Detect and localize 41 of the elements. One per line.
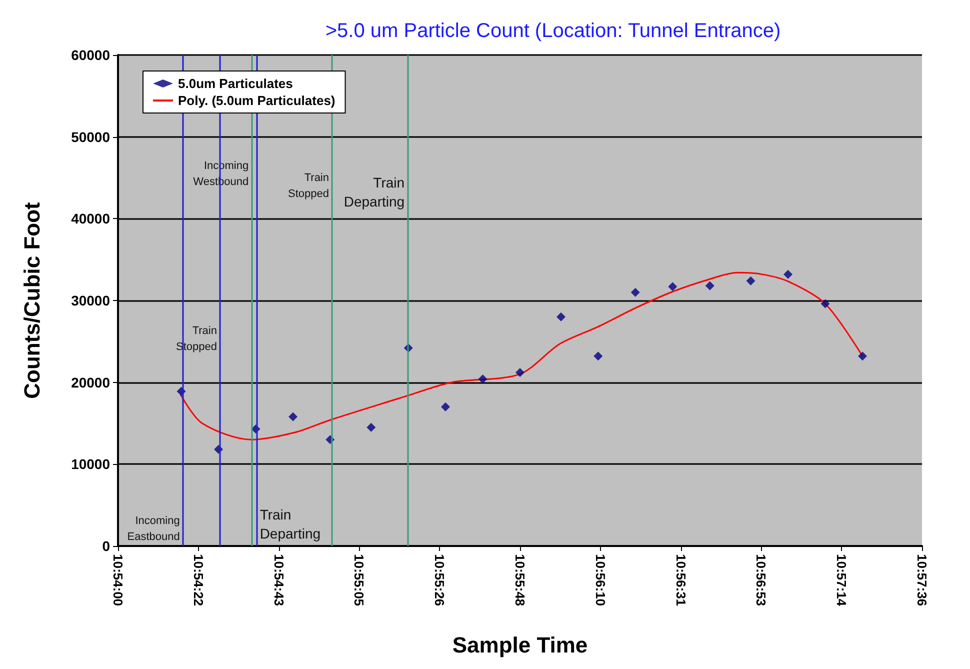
point xyxy=(668,282,678,292)
ref-line-label: Train Departing xyxy=(344,174,405,210)
point xyxy=(516,368,524,378)
x-tick-label: 10:55:48 xyxy=(512,554,528,606)
x-tick-label: 10:57:36 xyxy=(914,554,930,606)
y-tick-label: 40000 xyxy=(71,210,110,227)
x-tick-label: 10:57:14 xyxy=(834,554,850,607)
y-tick-label: 50000 xyxy=(71,128,110,145)
point xyxy=(594,352,603,361)
point xyxy=(858,352,868,361)
y-tick-label: 0 xyxy=(102,538,110,554)
x-tick-label: 10:55:05 xyxy=(352,554,367,606)
x-tick-label: 10:56:31 xyxy=(673,554,688,606)
point xyxy=(630,288,640,297)
ref-line-label: Train Departing xyxy=(260,506,321,542)
point xyxy=(288,412,298,422)
point xyxy=(440,402,450,412)
x-tick-label: 10:56:53 xyxy=(754,554,769,606)
chart-title: >5.0 um Particle Count (Location: Tunnel Entrance) xyxy=(325,20,781,42)
point xyxy=(746,276,756,286)
y-tick-label: 60000 xyxy=(71,47,110,63)
x-axis-title: Sample Time xyxy=(452,632,588,658)
ref-line-label: Train Stopped xyxy=(288,172,329,200)
x-tick-label: 10:55:26 xyxy=(432,554,448,606)
point xyxy=(705,281,714,290)
point xyxy=(366,422,376,432)
point xyxy=(784,270,792,279)
point xyxy=(556,312,566,322)
x-tick-label: 10:54:00 xyxy=(110,554,126,606)
y-tick-label: 20000 xyxy=(71,374,110,390)
legend-label: Poly. (5.0um Particulates) xyxy=(178,93,336,108)
ref-line-label: Incoming Eastbound xyxy=(127,515,180,543)
y-tick-label: 10000 xyxy=(71,456,110,472)
x-tick-label: 10:56:10 xyxy=(592,554,608,606)
point xyxy=(478,374,488,384)
x-tick-label: 10:54:22 xyxy=(190,554,206,606)
point xyxy=(820,299,830,308)
y-tick-label: 30000 xyxy=(71,292,110,308)
x-tick-label: 10:54:43 xyxy=(271,554,286,606)
y-axis-title: Counts/Cubic Foot xyxy=(20,201,44,399)
legend-label: 5.0um Particulates xyxy=(178,76,293,91)
